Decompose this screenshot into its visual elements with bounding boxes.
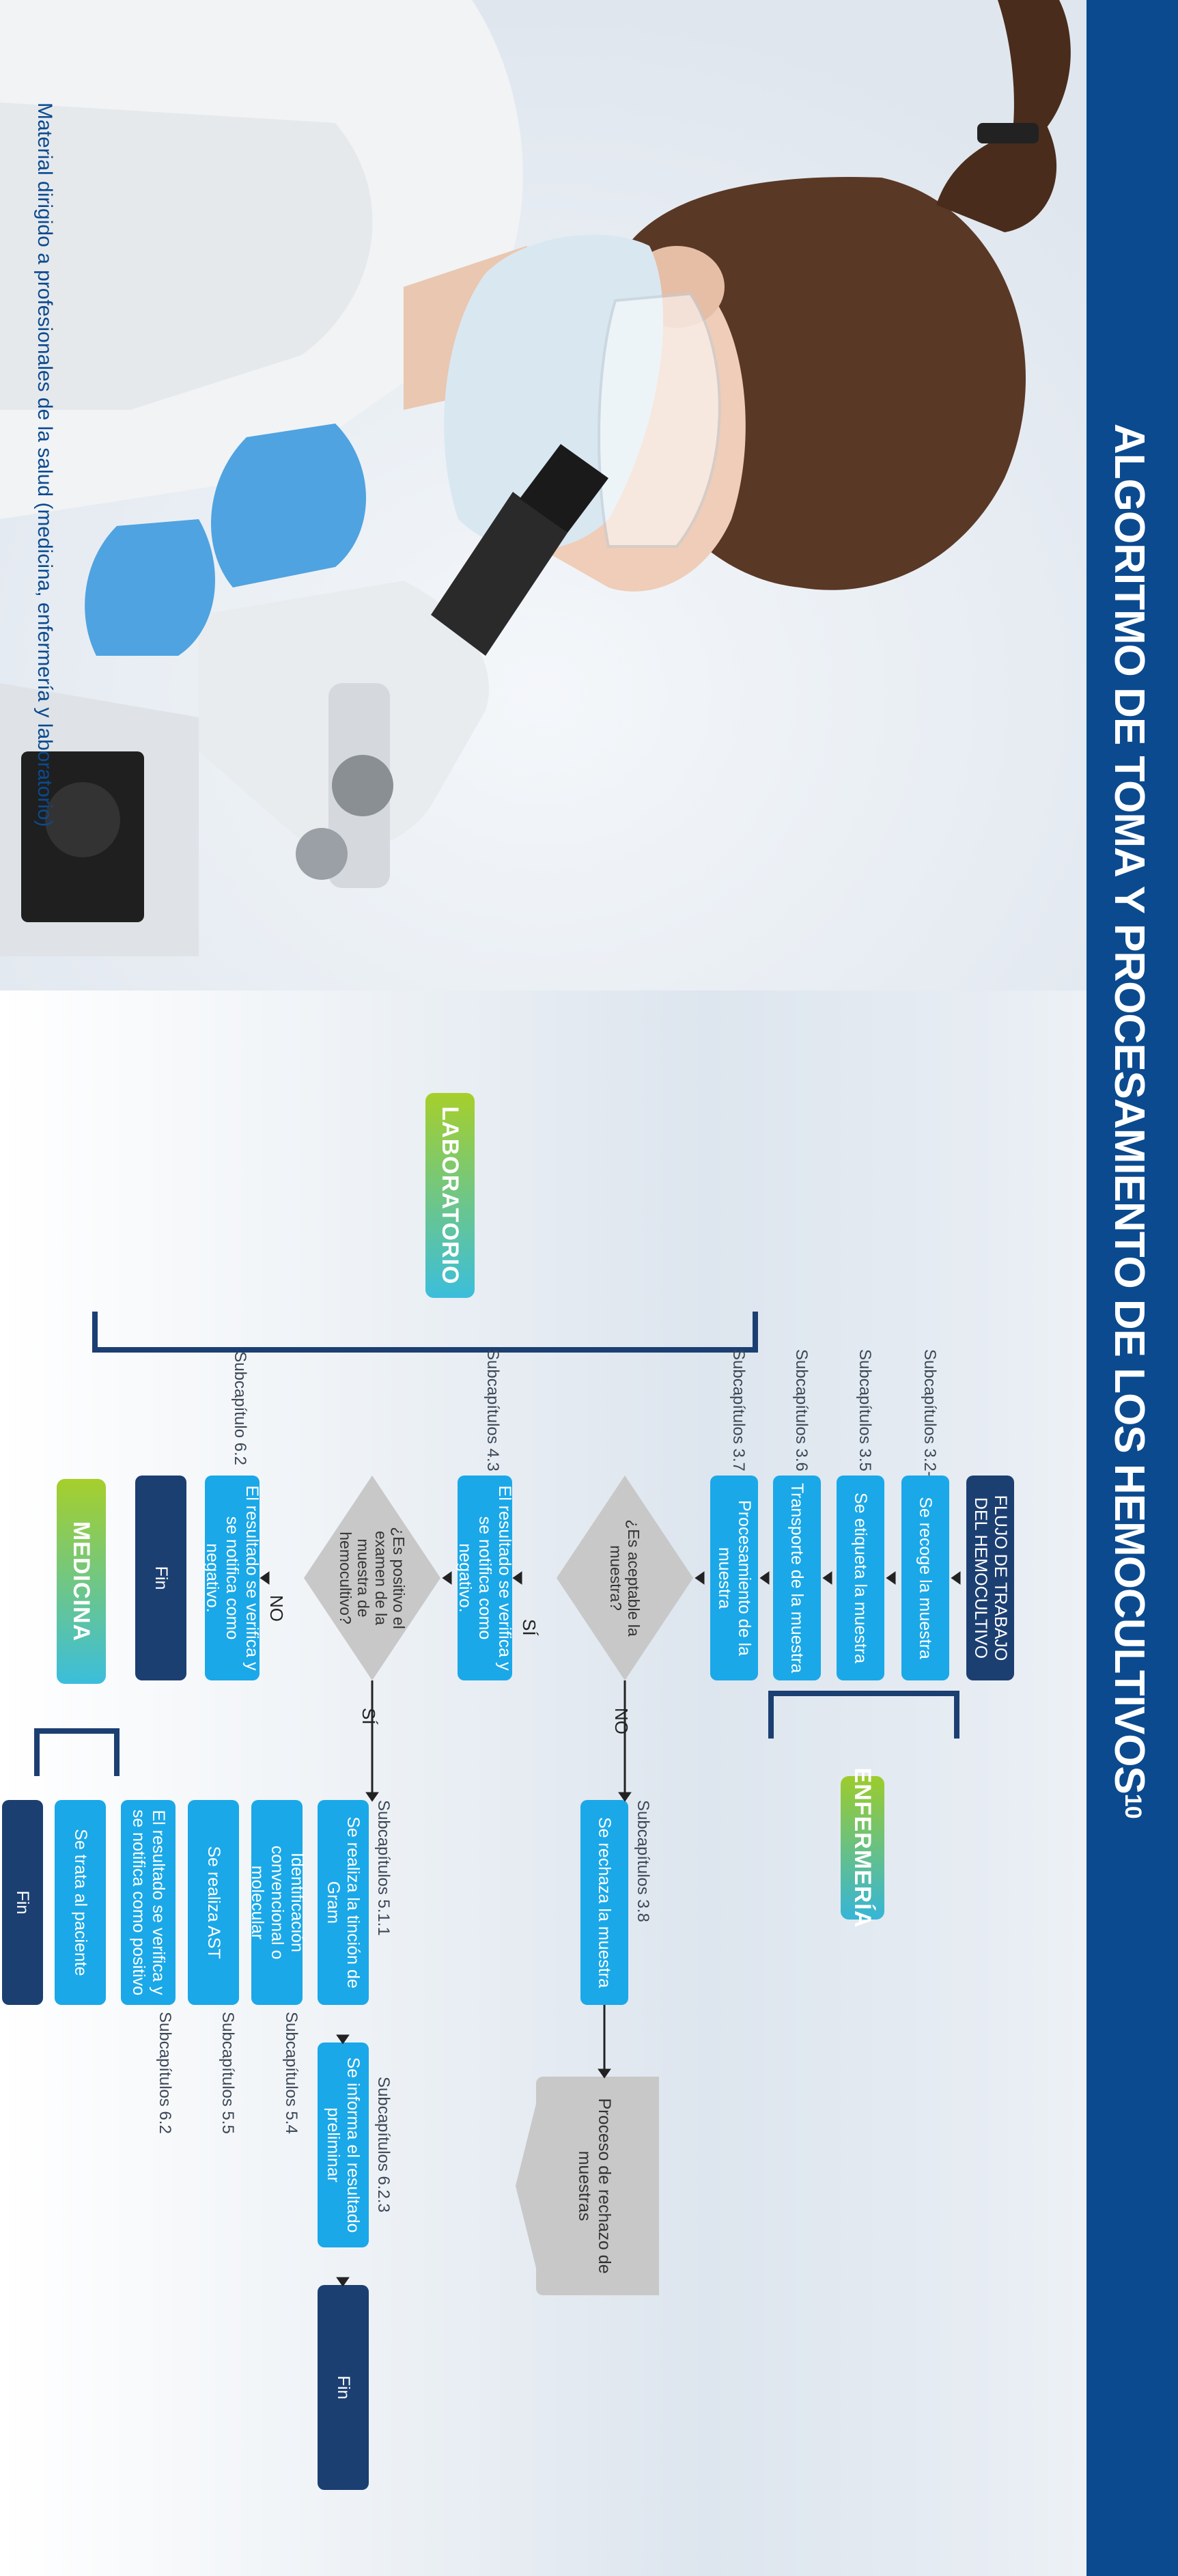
decision-aceptable: ¿Es aceptable la muestra? — [557, 1476, 693, 1680]
decision-aceptable-shape — [557, 1476, 693, 1680]
decision-positivo-shape — [304, 1476, 440, 1680]
decision-positivo: ¿Es positivo el examen de la muestra de … — [304, 1476, 440, 1680]
scientist-photo — [0, 0, 1086, 991]
